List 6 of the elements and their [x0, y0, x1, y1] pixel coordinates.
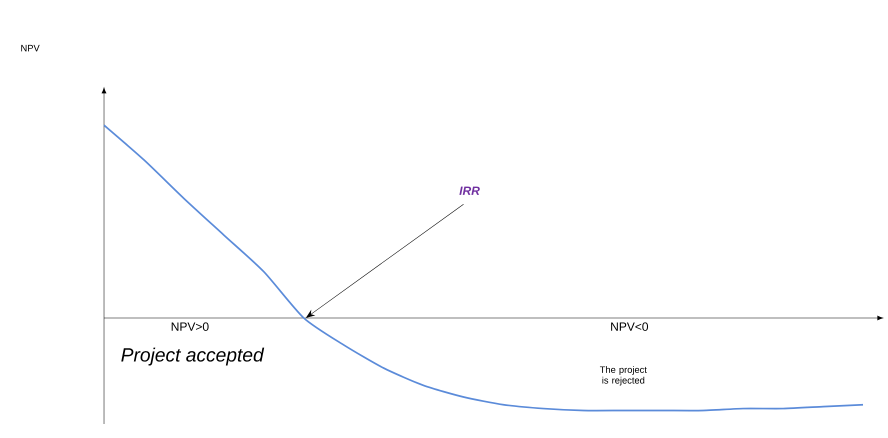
- annotation: The project is rejected: [600, 366, 647, 386]
- annotation: IRR: [459, 186, 480, 195]
- text: NPV: [21, 44, 40, 52]
- annotation: Project accepted: [121, 348, 264, 366]
- annotation: NPV<0: [611, 322, 648, 331]
- annotation: NPV>0: [172, 322, 209, 331]
